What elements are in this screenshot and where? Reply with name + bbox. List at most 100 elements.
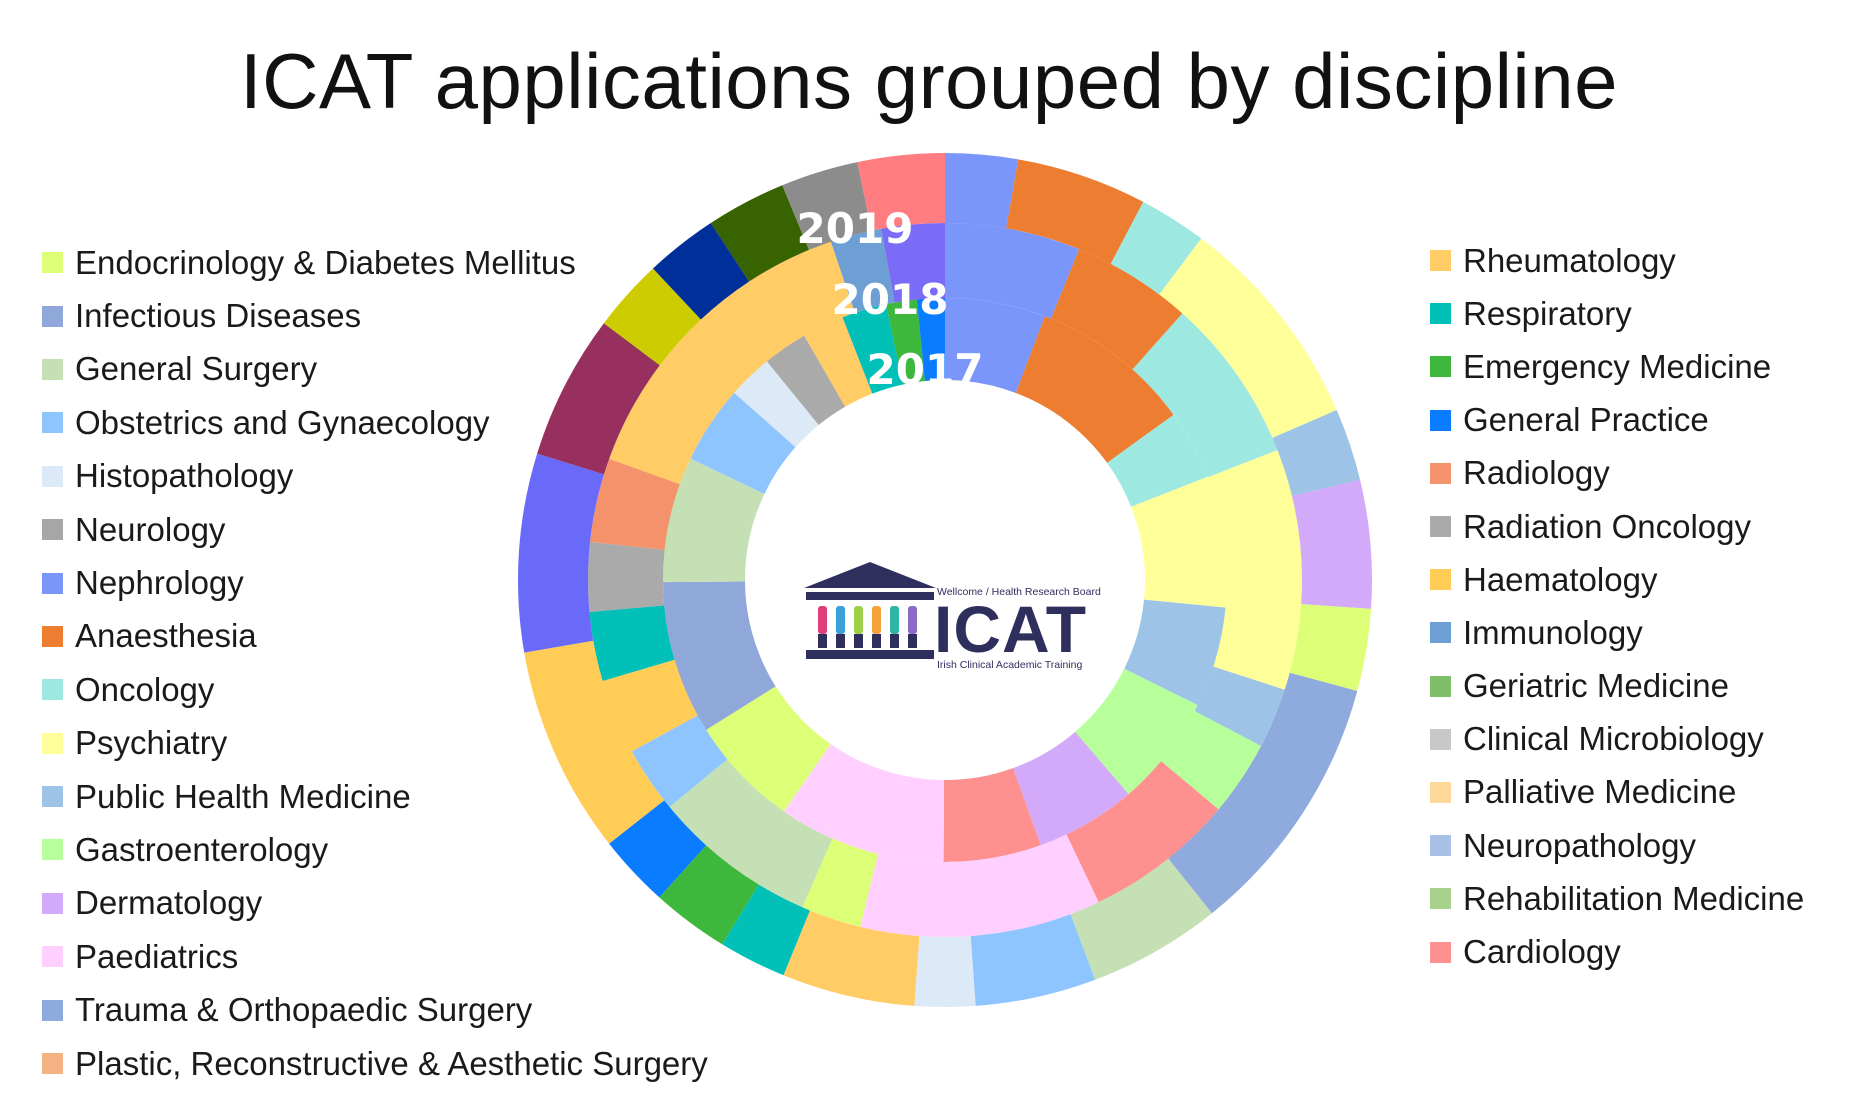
ring-2019-segment-20 [710, 185, 809, 282]
logo-roof [804, 562, 936, 588]
logo-pillar-base-0 [818, 634, 827, 648]
ring-2017-segment-17 [885, 299, 925, 385]
legend-item-neuropathology: Neuropathology [1430, 819, 1804, 872]
legend-label: Gastroenterology [75, 830, 329, 868]
logo-floor [806, 650, 934, 659]
ring-2017-segment-15 [804, 317, 873, 407]
legend-item-plastic-reconstructive-aesthetic-surgery: Plastic, Reconstructive & Aesthetic Surg… [42, 1037, 708, 1090]
logo-pillar-top-3 [872, 606, 881, 634]
legend-swatch [42, 572, 63, 594]
ring-2017-segment-12 [690, 392, 796, 494]
legend-swatch [1430, 728, 1451, 750]
ring-2018-segment-15 [609, 241, 855, 485]
legend-label: Paediatrics [75, 937, 239, 975]
legend-label: Radiology [1463, 454, 1610, 492]
legend-swatch [1430, 888, 1451, 910]
icat-logo: Wellcome / Health Research Board ICAT Ir… [804, 562, 1101, 671]
ring-2019-segment-19 [652, 222, 750, 320]
legend-swatch [1430, 622, 1451, 644]
ring-2018-segment-7 [860, 834, 1099, 937]
legend-label: Palliative Medicine [1463, 773, 1737, 811]
legend-label: Obstetrics and Gynaecology [75, 403, 490, 441]
legend-item-public-health-medicine: Public Health Medicine [42, 770, 708, 823]
legend-label: Trauma & Orthopaedic Surgery [75, 991, 533, 1029]
legend-swatch [42, 519, 63, 541]
ring-2017-segment-14 [766, 335, 846, 425]
legend-item-rheumatology: Rheumatology [1430, 234, 1804, 287]
ring-2017-segment-3 [1131, 476, 1227, 608]
legend-label: Anaesthesia [75, 617, 257, 655]
ring-2017-segment-16 [842, 304, 904, 394]
legend-swatch [1430, 462, 1451, 484]
ring-2017-segment-10 [663, 581, 776, 730]
legend-item-endocrinology-diabetes-mellitus: Endocrinology & Diabetes Mellitus [42, 236, 708, 289]
logo-pillar-base-4 [890, 634, 899, 648]
logo-pillar-base-2 [854, 634, 863, 648]
logo-pillar-top-4 [890, 606, 899, 634]
legend-swatch [42, 358, 63, 380]
logo-pillar-top-2 [854, 606, 863, 634]
logo-pillar-top-5 [908, 606, 917, 634]
legend-item-clinical-microbiology: Clinical Microbiology [1430, 713, 1804, 766]
legend-item-paediatrics: Paediatrics [42, 930, 708, 983]
ring-2019-segment-21 [782, 162, 872, 250]
legend-swatch [42, 412, 63, 434]
ring-2017-segment-4 [1124, 599, 1226, 706]
ring-2017-segment-0 [945, 298, 1045, 393]
ring-2019-segment-13 [659, 845, 759, 945]
legend-swatch [1430, 303, 1451, 325]
legend-label: Rehabilitation Medicine [1463, 879, 1805, 917]
legend-label: General Practice [1463, 401, 1709, 439]
legend-label: Cardiology [1463, 933, 1621, 971]
legend-item-immunology: Immunology [1430, 606, 1804, 659]
logo-pillar-top-1 [836, 606, 845, 634]
legend-swatch [42, 625, 63, 647]
legend-item-general-practice: General Practice [1430, 394, 1804, 447]
legend-item-radiation-oncology: Radiation Oncology [1430, 500, 1804, 553]
ring-2018-segment-4 [1194, 666, 1285, 747]
ring-2017-segment-11 [662, 458, 765, 583]
rings-group [518, 153, 1372, 1008]
legend-item-emergency-medicine: Emergency Medicine [1430, 340, 1804, 393]
legend-swatch [1430, 941, 1451, 963]
legend-label: Geriatric Medicine [1463, 667, 1729, 705]
ring-2018-segment-8 [802, 838, 879, 927]
legend-swatch [42, 465, 63, 487]
legend-item-respiratory: Respiratory [1430, 287, 1804, 340]
logo-beam [806, 592, 934, 600]
legend-item-radiology: Radiology [1430, 447, 1804, 500]
legend-item-obstetrics-and-gynaecology: Obstetrics and Gynaecology [42, 396, 708, 449]
ring-2018-segment-11 [602, 659, 698, 752]
ring-2018-segment-2 [1132, 313, 1278, 478]
ring-2019-segment-1 [1006, 159, 1144, 264]
ring-2019-segment-6 [1289, 604, 1372, 692]
legend-label: Infectious Diseases [75, 297, 362, 335]
legend-label: Oncology [75, 670, 215, 708]
ring-2018-segment-14 [590, 458, 680, 550]
legend-label: Endocrinology & Diabetes Mellitus [75, 243, 576, 281]
legend-swatch [42, 839, 63, 861]
legend-swatch [42, 732, 63, 754]
ring-2018-segment-0 [945, 223, 1080, 319]
ring-2017-segment-9 [706, 686, 831, 812]
ring-2019-segment-16 [518, 453, 604, 653]
legend-item-rehabilitation-medicine: Rehabilitation Medicine [1430, 872, 1804, 925]
legend-item-palliative-medicine: Palliative Medicine [1430, 766, 1804, 819]
ring-2019-segment-10 [914, 936, 976, 1008]
legend-item-histopathology: Histopathology [42, 450, 708, 503]
ring-2018-segment-13 [588, 541, 665, 613]
legend-label: Neurology [75, 510, 226, 548]
legend-swatch [42, 252, 63, 274]
ring-label-2018: 2018 [832, 275, 949, 324]
legend-item-general-surgery: General Surgery [42, 343, 708, 396]
legend-item-infectious-diseases: Infectious Diseases [42, 289, 708, 342]
legend-swatch [1430, 409, 1451, 431]
ring-2018-segment-6 [1066, 761, 1219, 903]
ring-2017-segment-1 [1015, 316, 1174, 463]
ring-2018-segment-3 [1207, 450, 1303, 690]
ring-2019-segment-7 [1168, 672, 1358, 914]
ring-2019-segment-15 [524, 640, 665, 844]
legend-swatch [42, 679, 63, 701]
legend-swatch [42, 946, 63, 968]
